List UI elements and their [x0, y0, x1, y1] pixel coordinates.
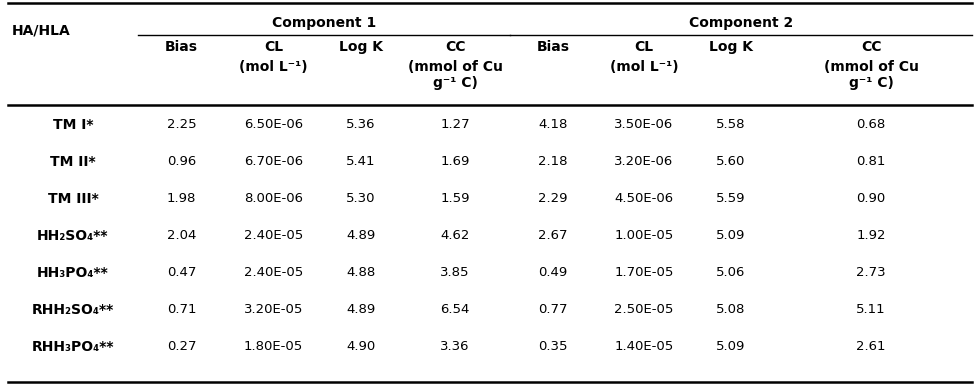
Text: 3.50E-06: 3.50E-06 [614, 118, 674, 131]
Text: 1.59: 1.59 [441, 192, 470, 205]
Text: HA/HLA: HA/HLA [12, 24, 71, 38]
Text: 0.77: 0.77 [538, 303, 567, 316]
Text: 2.73: 2.73 [856, 266, 886, 279]
Text: 1.80E-05: 1.80E-05 [244, 340, 303, 353]
Text: Component 2: Component 2 [689, 16, 793, 30]
Text: 2.67: 2.67 [538, 229, 567, 242]
Text: 2.04: 2.04 [167, 229, 196, 242]
Text: 5.08: 5.08 [717, 303, 746, 316]
Text: 5.59: 5.59 [717, 192, 746, 205]
Text: 4.50E-06: 4.50E-06 [614, 192, 674, 205]
Text: 4.88: 4.88 [346, 266, 375, 279]
Text: HH₃PO₄**: HH₃PO₄** [37, 266, 109, 280]
Text: 2.40E-05: 2.40E-05 [244, 266, 303, 279]
Text: 2.29: 2.29 [538, 192, 567, 205]
Text: 5.11: 5.11 [856, 303, 886, 316]
Text: TM III*: TM III* [48, 192, 98, 206]
Text: 4.62: 4.62 [441, 229, 470, 242]
Text: 8.00E-06: 8.00E-06 [244, 192, 303, 205]
Text: 0.27: 0.27 [167, 340, 196, 353]
Text: 2.50E-05: 2.50E-05 [614, 303, 674, 316]
Text: 1.92: 1.92 [856, 229, 885, 242]
Text: Log K: Log K [709, 40, 753, 54]
Text: 5.36: 5.36 [346, 118, 375, 131]
Text: 4.18: 4.18 [538, 118, 567, 131]
Text: 1.70E-05: 1.70E-05 [614, 266, 674, 279]
Text: 5.41: 5.41 [346, 155, 375, 168]
Text: 3.36: 3.36 [441, 340, 470, 353]
Text: (mol L⁻¹): (mol L⁻¹) [609, 60, 679, 74]
Text: RHH₃PO₄**: RHH₃PO₄** [32, 340, 114, 354]
Text: 6.70E-06: 6.70E-06 [244, 155, 303, 168]
Text: (mmol of Cu
g⁻¹ C): (mmol of Cu g⁻¹ C) [824, 60, 918, 90]
Text: 4.90: 4.90 [346, 340, 375, 353]
Text: 5.06: 5.06 [717, 266, 746, 279]
Text: 2.18: 2.18 [538, 155, 567, 168]
Text: 1.69: 1.69 [441, 155, 470, 168]
Text: 5.09: 5.09 [717, 340, 746, 353]
Text: HH₂SO₄**: HH₂SO₄** [37, 229, 109, 243]
Text: 4.89: 4.89 [346, 303, 375, 316]
Text: 6.54: 6.54 [441, 303, 470, 316]
Text: 5.60: 5.60 [717, 155, 746, 168]
Text: 2.25: 2.25 [167, 118, 196, 131]
Text: Bias: Bias [536, 40, 569, 54]
Text: 0.96: 0.96 [167, 155, 196, 168]
Text: 5.58: 5.58 [717, 118, 746, 131]
Text: (mol L⁻¹): (mol L⁻¹) [239, 60, 308, 74]
Text: 4.89: 4.89 [346, 229, 375, 242]
Text: 0.71: 0.71 [167, 303, 196, 316]
Text: Log K: Log K [339, 40, 383, 54]
Text: RHH₂SO₄**: RHH₂SO₄** [32, 303, 114, 317]
Text: TM II*: TM II* [50, 155, 96, 169]
Text: 2.40E-05: 2.40E-05 [244, 229, 303, 242]
Text: 0.47: 0.47 [167, 266, 196, 279]
Text: 1.27: 1.27 [440, 118, 470, 131]
Text: 3.20E-05: 3.20E-05 [244, 303, 303, 316]
Text: 6.50E-06: 6.50E-06 [244, 118, 303, 131]
Text: 0.49: 0.49 [538, 266, 567, 279]
Text: 1.40E-05: 1.40E-05 [614, 340, 674, 353]
Text: 0.90: 0.90 [856, 192, 885, 205]
Text: 0.35: 0.35 [538, 340, 567, 353]
Text: Bias: Bias [165, 40, 198, 54]
Text: CC: CC [861, 40, 881, 54]
Text: 3.20E-06: 3.20E-06 [614, 155, 674, 168]
Text: 1.00E-05: 1.00E-05 [614, 229, 674, 242]
Text: CL: CL [635, 40, 653, 54]
Text: 1.98: 1.98 [167, 192, 196, 205]
Text: 5.30: 5.30 [346, 192, 375, 205]
Text: CC: CC [445, 40, 465, 54]
Text: 0.81: 0.81 [856, 155, 885, 168]
Text: 3.85: 3.85 [441, 266, 470, 279]
Text: TM I*: TM I* [53, 118, 94, 132]
Text: 2.61: 2.61 [856, 340, 885, 353]
Text: 5.09: 5.09 [717, 229, 746, 242]
Text: Component 1: Component 1 [272, 16, 376, 30]
Text: 0.68: 0.68 [856, 118, 885, 131]
Text: CL: CL [264, 40, 283, 54]
Text: (mmol of Cu
g⁻¹ C): (mmol of Cu g⁻¹ C) [408, 60, 502, 90]
